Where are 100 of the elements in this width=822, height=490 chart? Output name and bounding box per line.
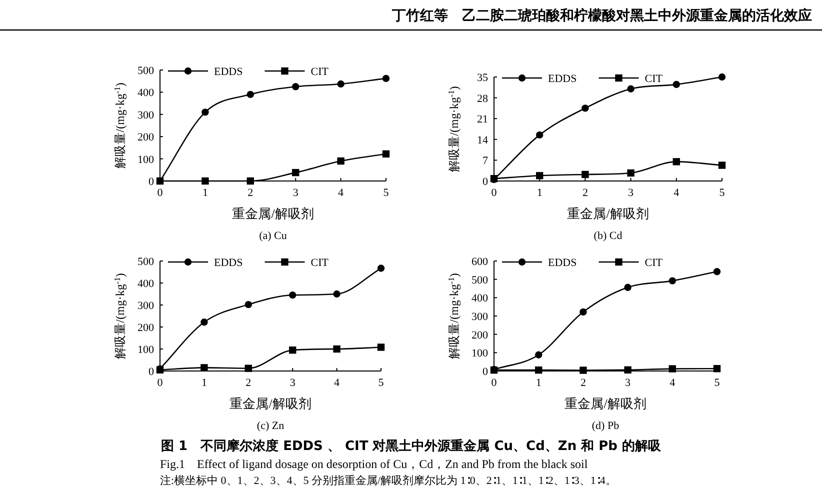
x-tick-label: 3 bbox=[625, 377, 632, 389]
point bbox=[202, 108, 209, 116]
legend-label: EDDS bbox=[214, 257, 243, 269]
y-tick-label: 21 bbox=[477, 114, 488, 126]
y-tick-label: 200 bbox=[138, 132, 154, 144]
x-tick-label: 0 bbox=[491, 187, 498, 199]
point bbox=[713, 268, 721, 276]
point bbox=[200, 318, 208, 326]
legend-label: CIT bbox=[644, 257, 663, 269]
point bbox=[490, 366, 498, 374]
x-tick-label: 2 bbox=[248, 187, 254, 199]
point bbox=[337, 157, 344, 165]
point bbox=[718, 73, 726, 81]
point bbox=[582, 104, 589, 112]
point bbox=[713, 365, 721, 372]
x-axis-title: 重金属/解吸剂 bbox=[567, 206, 649, 221]
y-tick-label: 300 bbox=[138, 300, 154, 312]
point bbox=[156, 177, 164, 185]
point bbox=[580, 308, 587, 316]
x-tick-label: 4 bbox=[670, 377, 676, 389]
y-tick-label: 500 bbox=[138, 65, 154, 77]
y-tick-label: 300 bbox=[472, 311, 488, 323]
caption: Fig.1 Effect of ligand dosage on desorption of Cu，Cd，Zn and Pb from the black soil bbox=[160, 457, 588, 471]
point bbox=[246, 177, 254, 185]
y-tick-label: 400 bbox=[472, 292, 488, 305]
y-tick-label: 300 bbox=[138, 109, 154, 122]
text: (b) Cd bbox=[594, 230, 623, 242]
y-tick-label: 200 bbox=[138, 322, 154, 334]
point bbox=[535, 366, 542, 374]
point bbox=[377, 264, 385, 272]
y-tick-label: 500 bbox=[472, 274, 488, 286]
point bbox=[244, 364, 252, 372]
x-tick-label: 1 bbox=[536, 377, 542, 389]
point bbox=[535, 351, 542, 358]
y-tick-label: 35 bbox=[477, 72, 488, 84]
x-axis-title: 重金属/解吸剂 bbox=[564, 396, 646, 411]
y-tick-label: 500 bbox=[138, 256, 154, 268]
x-tick-label: 3 bbox=[290, 377, 296, 389]
point bbox=[668, 277, 676, 284]
x-tick-label: 2 bbox=[580, 377, 586, 389]
point bbox=[333, 345, 340, 353]
y-tick-label: 0 bbox=[482, 366, 488, 378]
point bbox=[202, 177, 209, 185]
point bbox=[627, 169, 634, 177]
x-tick-label: 0 bbox=[491, 377, 498, 389]
point bbox=[382, 74, 390, 82]
x-axis-title: 重金属/解吸剂 bbox=[232, 206, 314, 221]
point bbox=[624, 284, 632, 291]
x-tick-label: 0 bbox=[157, 377, 164, 389]
x-tick-label: 5 bbox=[714, 377, 720, 389]
point bbox=[580, 366, 587, 374]
point bbox=[292, 83, 300, 90]
text: (c) Zn bbox=[256, 420, 285, 432]
legend-label: EDDS bbox=[548, 257, 577, 269]
y-tick-label: 0 bbox=[482, 176, 488, 188]
legend-label: CIT bbox=[310, 257, 329, 269]
x-axis-title: 重金属/解吸剂 bbox=[230, 396, 312, 411]
y-tick-label: 100 bbox=[138, 154, 154, 166]
y-tick-label: 100 bbox=[138, 344, 154, 356]
x-tick-label: 3 bbox=[292, 187, 299, 199]
point bbox=[337, 80, 344, 88]
point bbox=[536, 131, 544, 139]
y-tick-label: 100 bbox=[472, 348, 488, 360]
point bbox=[333, 290, 340, 298]
y-tick-label: 0 bbox=[148, 366, 154, 378]
point bbox=[627, 85, 634, 92]
point bbox=[624, 366, 632, 374]
x-tick-label: 0 bbox=[157, 187, 164, 199]
x-tick-label: 1 bbox=[536, 187, 542, 199]
text: (d) Pb bbox=[592, 420, 620, 432]
point bbox=[672, 158, 680, 166]
y-tick-label: 600 bbox=[472, 256, 488, 268]
x-tick-label: 1 bbox=[201, 377, 207, 389]
point bbox=[292, 168, 300, 176]
point bbox=[289, 346, 296, 354]
point bbox=[244, 300, 252, 308]
text: 丁竹红等 乙二胺二琥珀酸和柠檬酸对黑土中外源重金属的活化效应 bbox=[391, 7, 812, 24]
caption: 图 1 不同摩尔浓度 EDDS 、 CIT 对黑土中外源重金属 Cu、Cd、Zn 和 Pb 的解吸 bbox=[160, 438, 662, 454]
y-tick-label: 14 bbox=[477, 134, 488, 146]
point bbox=[246, 90, 254, 98]
x-tick-label: 5 bbox=[719, 187, 726, 199]
point bbox=[718, 162, 726, 169]
point bbox=[490, 175, 498, 182]
y-tick-label: 0 bbox=[148, 176, 154, 188]
x-tick-label: 4 bbox=[338, 187, 344, 199]
point bbox=[672, 80, 680, 88]
point bbox=[582, 170, 589, 178]
x-tick-label: 4 bbox=[674, 187, 680, 199]
legend-label: EDDS bbox=[214, 66, 243, 78]
legend-label: CIT bbox=[644, 73, 663, 85]
legend-label: EDDS bbox=[548, 73, 577, 85]
x-tick-label: 1 bbox=[202, 187, 208, 199]
legend-label: CIT bbox=[310, 66, 329, 78]
point bbox=[289, 292, 296, 299]
x-tick-label: 5 bbox=[383, 187, 390, 199]
x-tick-label: 3 bbox=[628, 187, 634, 199]
text: (a) Cu bbox=[259, 230, 288, 242]
x-tick-label: 4 bbox=[334, 377, 340, 389]
y-tick-label: 7 bbox=[482, 155, 488, 168]
point bbox=[200, 364, 208, 372]
